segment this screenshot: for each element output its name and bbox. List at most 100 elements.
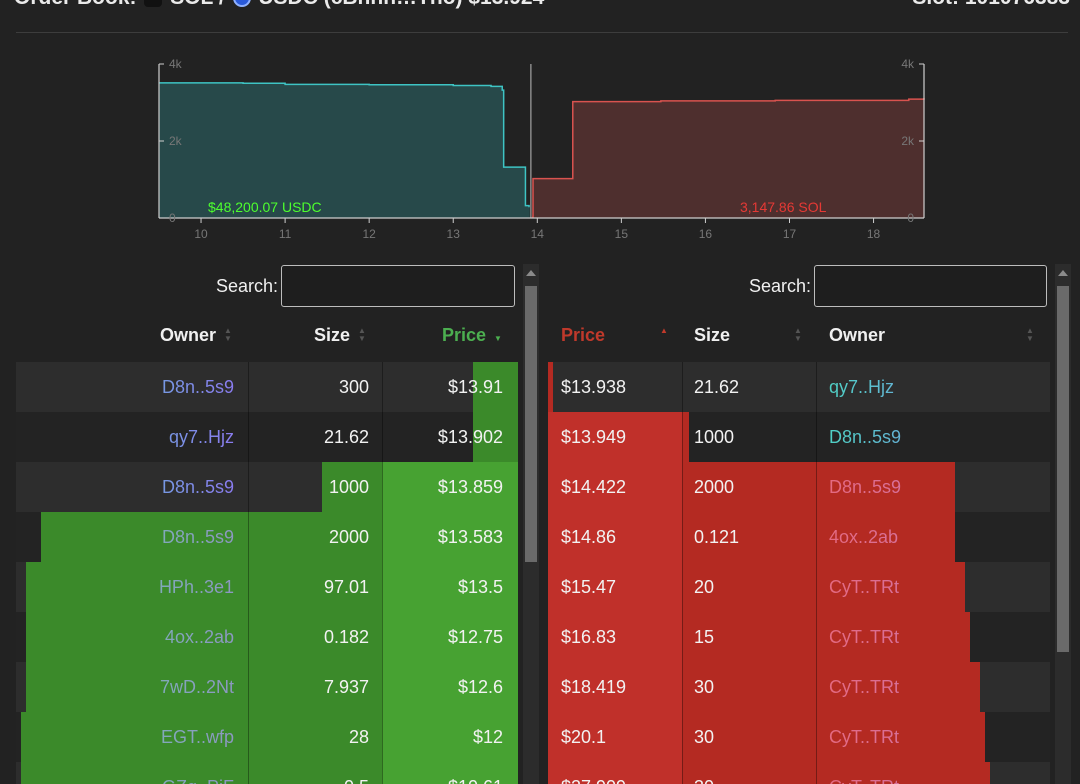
bids-table-row[interactable]: 4ox..2ab 0.182 $12.75 [16,612,518,662]
ask-price: $15.47 [561,577,617,597]
asks-col-size[interactable]: Size [694,325,731,345]
sort-icon[interactable]: ▲ ▼ [358,326,366,343]
sort-icon[interactable]: ▲ ▼ [224,326,232,343]
x-tick-label: 14 [531,227,545,241]
bids-table-row[interactable]: D8n..5s9 2000 $13.583 [16,512,518,562]
scroll-up-icon[interactable] [526,270,536,276]
ask-price-column-bg [548,512,682,562]
ask-owner: CyT..TRt [829,762,1029,784]
ask-price-column-bg [548,412,682,462]
bid-price: $13.91 [447,377,503,397]
column-separator [682,712,683,762]
ask-size: 30 [694,762,814,784]
bid-size: 300 [338,377,369,397]
sort-asc-icon[interactable]: ▲ [660,326,668,335]
column-separator [816,562,817,612]
ask-size: 2000 [694,477,735,497]
ask-price-column-bg [548,462,682,512]
column-separator [248,762,249,784]
asks-search-input[interactable] [814,265,1047,307]
ask-price: $20.1 [561,727,607,747]
sort-icon[interactable]: ▲ ▼ [794,326,802,343]
header-divider [16,32,1068,33]
x-tick-label: 11 [279,227,292,241]
bids-table-row[interactable]: D8n..5s9 1000 $13.859 [16,462,518,512]
bid-price-column-bg [382,512,518,562]
bids-table-row[interactable]: HPh..3e1 97.01 $13.5 [16,562,518,612]
bid-owner: D8n..5s9 [16,362,234,412]
column-separator [816,362,817,412]
title-prefix: Order Book: [14,0,137,9]
column-separator [248,412,249,462]
asks-table-row[interactable]: $13.949 1000 D8n..5s9 [548,412,1050,462]
ask-size: 30 [694,727,715,747]
asks-table-row[interactable]: $16.83 15 CyT..TRt [548,612,1050,662]
order-book-header: Order Book: SOL / USDC (cBnnh…Tho) $13.9… [14,0,1070,16]
bid-price-column-bg [382,562,518,612]
asks-col-owner[interactable]: Owner [829,325,886,345]
bid-price-column-bg [382,712,518,762]
bids-col-price[interactable]: Price [441,325,486,345]
bids-col-size[interactable]: Size [313,325,350,345]
ask-price: $16.83 [561,627,617,647]
bids-scroll-thumb[interactable] [525,286,537,562]
asks-table-row[interactable]: $18.419 30 CyT..TRt [548,662,1050,712]
ask-price-column-bg [548,612,682,662]
bids-search-label: Search: [216,276,279,296]
bid-price: $13.583 [437,527,503,547]
bid-price-column-bg [382,612,518,662]
x-tick-label: 15 [615,227,629,241]
bids-table-row[interactable]: EGT..wfp 28 $12 [16,712,518,762]
mid-price: $13.924 [468,0,544,9]
bids-col-owner[interactable]: Owner [159,325,216,345]
ask-owner: CyT..TRt [829,712,1029,762]
asks-table-row[interactable]: $14.86 0.121 4ox..2ab [548,512,1050,562]
bids-depth-area [159,82,530,219]
asks-table-row[interactable]: $15.47 20 CyT..TRt [548,562,1050,612]
ask-price: $18.419 [561,677,627,697]
bids-table-row[interactable]: GZq..PjF 0.5 $10.61 [16,762,518,784]
asks-table-row[interactable]: $14.422 2000 D8n..5s9 [548,462,1050,512]
x-tick-label: 16 [699,227,713,241]
bids-search-input[interactable] [281,265,515,307]
ask-owner: 4ox..2ab [829,512,1029,562]
asks-table-row[interactable]: $20.1 30 CyT..TRt [548,712,1050,762]
bids-table: D8n..5s9 300 $13.91 qy7..Hjz 21.62 $13.902 D8n… [16,362,518,784]
ask-owner: D8n..5s9 [829,412,1029,462]
quote-token: USDC (cBnnh…Tho) [258,0,462,9]
column-separator [682,662,683,712]
asks-col-price[interactable]: Price [561,325,606,345]
sort-icon[interactable]: ▲ ▼ [1026,326,1034,343]
asks-total-label: 3,147.86 SOL [740,199,827,215]
asks-table-row[interactable]: $13.938 21.62 qy7..Hjz [548,362,1050,412]
column-separator [682,562,683,612]
column-separator [382,562,383,612]
bids-table-row[interactable]: D8n..5s9 300 $13.91 [16,362,518,412]
ask-price: $14.422 [561,477,627,497]
bids-table-row[interactable]: 7wD..2Nt 7.937 $12.6 [16,662,518,712]
bid-depth-bar [472,362,518,412]
bid-owner: 4ox..2ab [16,612,234,662]
sol-token-icon [144,0,163,8]
ask-owner: CyT..TRt [829,562,1029,612]
column-separator [248,612,249,662]
asks-scroll-thumb[interactable] [1057,286,1069,652]
y-tick-label-left: 0 [169,211,176,225]
bid-size: 28 [348,727,369,747]
bid-price: $13.902 [437,427,503,447]
bids-table-header: Owner ▲ ▼ Size ▲ ▼ Price ▼ [16,312,518,358]
bids-table-row[interactable]: qy7..Hjz 21.62 $13.902 [16,412,518,462]
asks-table-row[interactable]: $27.909 30 CyT..TRt [548,762,1050,784]
asks-scrollbar[interactable] [1055,264,1071,784]
column-separator [816,512,817,562]
scroll-up-icon[interactable] [1058,270,1068,276]
usdc-token-icon [232,0,251,8]
bid-price: $12 [472,727,503,747]
depth-chart-svg: 10 11 12 13 14 15 16 17 18 0 2k 4k 0 2k 4k $48,200.07 U… [158,57,925,241]
bid-size: 0.182 [323,627,369,647]
bids-scrollbar[interactable] [523,264,539,784]
ask-owner: qy7..Hjz [829,362,1029,412]
column-separator [816,612,817,662]
sort-desc-icon[interactable]: ▼ [494,334,502,343]
bid-size: 2000 [328,527,369,547]
